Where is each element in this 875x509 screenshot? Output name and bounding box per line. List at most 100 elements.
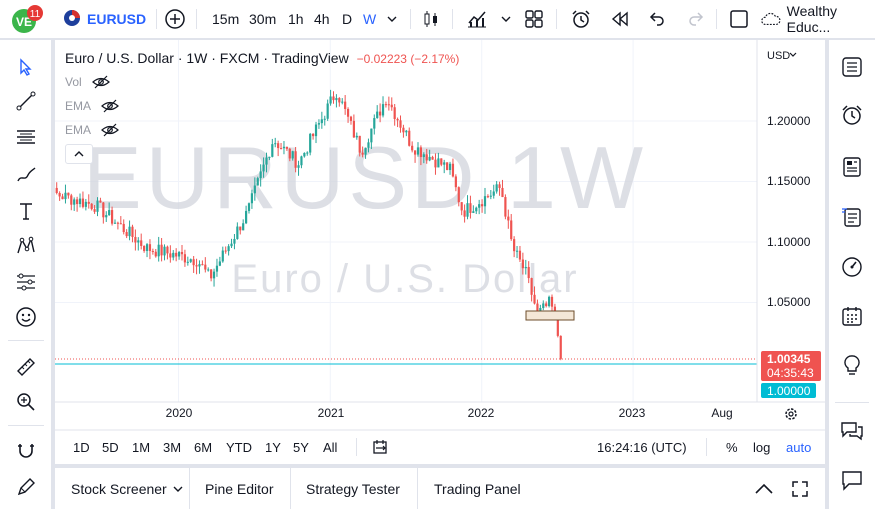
candle-down bbox=[201, 264, 204, 266]
candle-down bbox=[76, 199, 79, 205]
candle-down bbox=[504, 197, 507, 217]
price-range-box[interactable] bbox=[525, 310, 575, 321]
ideas-stream-button[interactable] bbox=[838, 351, 866, 379]
candle-up bbox=[172, 252, 175, 258]
layout-button[interactable] bbox=[524, 0, 544, 38]
save-layout-button[interactable]: Wealthy Educ... bbox=[760, 0, 875, 38]
hotlists-button[interactable] bbox=[838, 253, 866, 281]
interval-15m[interactable]: 15m bbox=[212, 0, 239, 38]
watchlist-button[interactable] bbox=[838, 53, 866, 81]
stock-screener-dropdown[interactable] bbox=[172, 468, 184, 509]
interval-d[interactable]: D bbox=[342, 0, 352, 38]
candle-down bbox=[58, 193, 61, 197]
currency-selector[interactable]: USD bbox=[767, 50, 797, 62]
undo-icon bbox=[649, 12, 664, 26]
pattern-tool[interactable] bbox=[13, 233, 39, 259]
range-5y[interactable]: 5Y bbox=[293, 436, 309, 458]
trend-line-icon bbox=[16, 91, 36, 111]
last-price-label: 1.00345 bbox=[767, 352, 811, 366]
candle-down bbox=[204, 264, 207, 270]
logo-icon[interactable]: VE 11 bbox=[10, 0, 44, 38]
text-tool[interactable] bbox=[13, 198, 39, 224]
line-price-label: 1.00000 bbox=[767, 384, 811, 398]
tab-stock-screener[interactable]: Stock Screener bbox=[71, 468, 167, 509]
range-ytd[interactable]: YTD bbox=[226, 436, 252, 458]
interval-dropdown[interactable] bbox=[386, 0, 398, 38]
magnet-tool[interactable] bbox=[13, 438, 39, 464]
indicator-vol[interactable]: Vol bbox=[65, 75, 110, 89]
candle-down bbox=[536, 303, 539, 311]
percent-scale-toggle[interactable]: % bbox=[726, 436, 738, 458]
indicators-dropdown[interactable] bbox=[500, 0, 512, 38]
fullscreen-toggle[interactable] bbox=[729, 0, 749, 38]
timezone-button[interactable]: 16:24:16 (UTC) bbox=[597, 436, 687, 458]
indicator-ema-1[interactable]: EMA bbox=[65, 99, 119, 113]
zoom-tool[interactable] bbox=[13, 389, 39, 415]
candle-up bbox=[84, 201, 87, 207]
compare-button[interactable] bbox=[164, 0, 186, 38]
interval-30m[interactable]: 30m bbox=[249, 0, 276, 38]
tab-label: Stock Screener bbox=[71, 480, 167, 497]
range-all[interactable]: All bbox=[323, 436, 337, 458]
rewind-icon bbox=[611, 11, 628, 27]
chats-button[interactable] bbox=[838, 417, 866, 445]
legend-title[interactable]: Euro / U.S. Dollar · 1W · FXCM · Trading… bbox=[65, 50, 349, 66]
projection-tool[interactable] bbox=[13, 269, 39, 295]
cursor-tool[interactable] bbox=[13, 54, 39, 80]
tab-pine-editor[interactable]: Pine Editor bbox=[205, 468, 273, 509]
undo-button[interactable] bbox=[647, 0, 667, 38]
range-1d[interactable]: 1D bbox=[73, 436, 90, 458]
range-1y[interactable]: 1Y bbox=[265, 436, 281, 458]
expand-panel-button[interactable] bbox=[754, 468, 774, 509]
range-1m[interactable]: 1M bbox=[132, 436, 150, 458]
range-5d[interactable]: 5D bbox=[102, 436, 119, 458]
alerts-button[interactable] bbox=[838, 101, 866, 129]
candle-down bbox=[61, 196, 64, 200]
trend-line-tool[interactable] bbox=[13, 88, 39, 114]
tab-trading-panel[interactable]: Trading Panel bbox=[434, 468, 521, 509]
candle-down bbox=[166, 246, 169, 254]
candle-down bbox=[425, 154, 428, 161]
chart-settings-button[interactable] bbox=[785, 408, 797, 420]
collapse-legend-button[interactable] bbox=[65, 144, 93, 164]
indicators-button[interactable] bbox=[465, 0, 489, 38]
candle-up bbox=[128, 226, 131, 237]
eye-crossed-icon[interactable] bbox=[101, 123, 119, 137]
candle-up bbox=[416, 147, 420, 155]
time-tick: 2020 bbox=[166, 406, 193, 420]
maximize-panel-button[interactable] bbox=[791, 468, 809, 509]
interval-1h[interactable]: 1h bbox=[288, 0, 304, 38]
eye-crossed-icon[interactable] bbox=[91, 75, 110, 89]
tab-label: Pine Editor bbox=[205, 480, 274, 497]
indicator-ema-2[interactable]: EMA bbox=[65, 123, 119, 137]
ideas-button[interactable] bbox=[838, 203, 866, 231]
price-chart[interactable]: EURUSD 1W Euro / U.S. Dollar USD 1.20000… bbox=[55, 40, 825, 464]
range-6m[interactable]: 6M bbox=[194, 436, 212, 458]
calendar-button[interactable] bbox=[838, 302, 866, 330]
interval-w[interactable]: W bbox=[363, 0, 376, 38]
measure-tool[interactable] bbox=[13, 354, 39, 380]
go-to-date-button[interactable] bbox=[372, 436, 390, 458]
candle-up bbox=[323, 118, 326, 120]
auto-scale-toggle[interactable]: auto bbox=[786, 436, 811, 458]
candle-down bbox=[384, 104, 388, 106]
interval-4h[interactable]: 4h bbox=[314, 0, 330, 38]
replay-button[interactable] bbox=[609, 0, 631, 38]
chart-pane[interactable]: EURUSD 1W Euro / U.S. Dollar USD 1.20000… bbox=[55, 40, 825, 464]
chart-type-button[interactable] bbox=[420, 0, 442, 38]
messages-button[interactable] bbox=[838, 466, 866, 494]
candle-up bbox=[373, 118, 376, 129]
icons-tool[interactable] bbox=[13, 304, 39, 330]
fib-tool[interactable] bbox=[13, 124, 39, 150]
log-scale-toggle[interactable]: log bbox=[753, 436, 770, 458]
stay-drawing-tool[interactable] bbox=[13, 474, 39, 500]
range-3m[interactable]: 3M bbox=[163, 436, 181, 458]
alert-button[interactable] bbox=[570, 0, 592, 38]
brush-tool[interactable] bbox=[13, 162, 39, 188]
redo-button[interactable] bbox=[686, 0, 706, 38]
symbol-search[interactable]: EURUSD bbox=[63, 0, 146, 38]
tab-strategy-tester[interactable]: Strategy Tester bbox=[306, 468, 400, 509]
news-button[interactable] bbox=[838, 153, 866, 181]
eye-crossed-icon[interactable] bbox=[101, 99, 119, 113]
range-label: All bbox=[323, 439, 338, 455]
